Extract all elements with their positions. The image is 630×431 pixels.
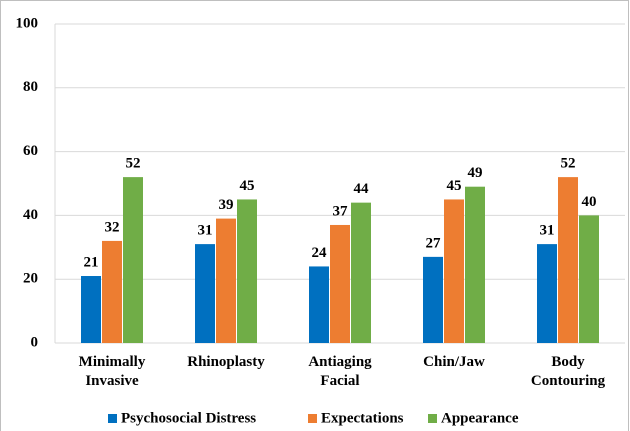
- x-tick-label: Minimally Invasive: [78, 354, 146, 389]
- bar: [123, 177, 143, 343]
- data-label: 52: [126, 156, 141, 172]
- data-label: 27: [426, 235, 442, 251]
- legend-swatch: [428, 414, 437, 423]
- data-label: 39: [219, 197, 234, 213]
- x-tick-label: Rhinoplasty: [187, 354, 265, 370]
- bar: [102, 240, 122, 343]
- bar: [237, 199, 257, 343]
- bar: [465, 186, 485, 343]
- bar: [558, 177, 578, 343]
- bar: [81, 276, 101, 343]
- y-tick-label: 80: [23, 79, 38, 95]
- x-tick-label: Antiaging Facial: [308, 354, 372, 389]
- data-label: 52: [561, 156, 576, 172]
- bar: [351, 202, 371, 343]
- data-label: 44: [354, 181, 370, 197]
- data-label: 32: [105, 219, 120, 235]
- data-label: 40: [582, 194, 597, 210]
- legend-label: Psychosocial Distress: [121, 410, 256, 426]
- y-tick-label: 20: [23, 271, 38, 287]
- data-label: 24: [312, 245, 328, 261]
- bar: [195, 244, 215, 343]
- bar: [444, 199, 464, 343]
- bar: [537, 244, 557, 343]
- data-label: 31: [540, 223, 555, 239]
- bar: [423, 256, 443, 343]
- legend-swatch: [308, 414, 317, 423]
- legend-label: Appearance: [441, 410, 519, 426]
- legend-swatch: [108, 414, 117, 423]
- y-tick-label: 100: [16, 15, 39, 31]
- bar: [216, 218, 236, 343]
- bar: [579, 215, 599, 343]
- x-tick-label: Body Contouring: [530, 354, 606, 389]
- data-label: 21: [84, 254, 99, 270]
- data-label: 45: [240, 178, 255, 194]
- data-label: 37: [333, 203, 349, 219]
- y-tick-label: 40: [23, 207, 38, 223]
- x-tick-label: Chin/Jaw: [423, 354, 485, 370]
- bar: [330, 224, 350, 343]
- y-tick-label: 60: [23, 143, 38, 159]
- legend-label: Expectations: [321, 410, 404, 426]
- data-label: 49: [468, 165, 483, 181]
- data-label: 31: [198, 223, 213, 239]
- data-label: 45: [447, 178, 462, 194]
- y-tick-label: 0: [31, 334, 39, 350]
- bar: [309, 266, 329, 343]
